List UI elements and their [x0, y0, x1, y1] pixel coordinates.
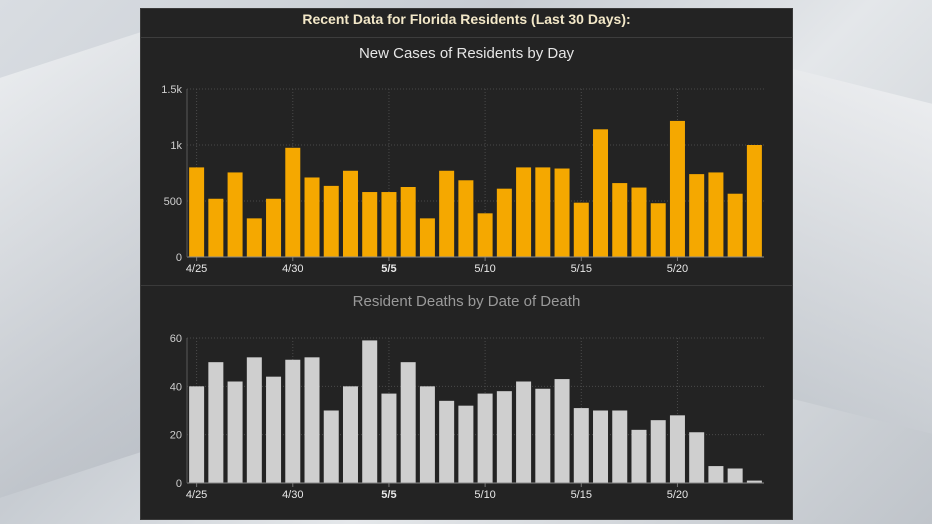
- deaths-bar: [477, 393, 493, 483]
- deaths-bar: [208, 362, 224, 483]
- cases-bar: [708, 172, 724, 257]
- deaths-bar: [439, 400, 455, 483]
- deaths-bar: [535, 388, 551, 483]
- deaths-bar: [189, 386, 205, 483]
- cases-ytick-label: 1.5k: [161, 84, 182, 96]
- deaths-bar: [246, 357, 262, 483]
- dashboard-title: Recent Data for Florida Residents (Last …: [302, 11, 631, 27]
- dashboard-panel: Recent Data for Florida Residents (Last …: [140, 8, 793, 520]
- deaths-bar: [689, 432, 705, 483]
- deaths-bar: [727, 468, 743, 483]
- cases-bar: [650, 203, 666, 257]
- deaths-bar: [285, 359, 301, 483]
- deaths-xtick-label: 5/5: [381, 489, 396, 501]
- cases-bar: [285, 147, 301, 257]
- cases-ytick-label: 0: [176, 252, 182, 264]
- panel-divider: [141, 285, 792, 286]
- cases-bar: [227, 172, 243, 257]
- deaths-xtick-label: 5/15: [571, 489, 592, 501]
- cases-bar: [727, 193, 743, 257]
- deaths-ytick-label: 0: [176, 478, 182, 490]
- cases-bar: [689, 174, 705, 257]
- deaths-bar: [400, 362, 416, 483]
- deaths-bar: [708, 466, 724, 483]
- deaths-xtick-label: 5/20: [667, 489, 688, 501]
- cases-bar: [323, 185, 339, 257]
- deaths-bar: [631, 429, 647, 483]
- deaths-xtick-label: 4/30: [282, 489, 303, 501]
- cases-xtick-label: 4/30: [282, 263, 303, 275]
- cases-bar: [746, 145, 762, 257]
- cases-bar: [496, 188, 512, 257]
- cases-bar: [516, 167, 532, 257]
- deaths-bar: [362, 340, 378, 483]
- deaths-bar: [323, 410, 339, 483]
- deaths-xtick-label: 5/10: [474, 489, 495, 501]
- cases-bar: [266, 198, 282, 257]
- cases-ytick-label: 1k: [170, 140, 182, 152]
- cases-bar: [631, 187, 647, 257]
- title-divider: [141, 37, 792, 38]
- deaths-bar: [669, 415, 685, 483]
- deaths-ytick-label: 60: [170, 333, 182, 345]
- deaths-bar: [593, 410, 609, 483]
- cases-bar: [400, 187, 416, 257]
- deaths-bar: [266, 376, 282, 483]
- deaths-bar: [554, 379, 570, 483]
- deaths-bar: [381, 393, 397, 483]
- background-paper-left: [0, 29, 150, 511]
- cases-bar: [189, 167, 205, 257]
- deaths-bar: [458, 405, 474, 483]
- cases-bar: [554, 168, 570, 257]
- cases-bar: [419, 218, 435, 257]
- deaths-bar-chart: 60 40 20 0 4/25 4/30 5/5 5/10 5/15 5/20: [170, 333, 764, 501]
- cases-xtick-label: 5/10: [474, 263, 495, 275]
- cases-xtick-label: 5/15: [571, 263, 592, 275]
- cases-xtick-label: 5/20: [667, 263, 688, 275]
- deaths-bar: [304, 357, 320, 483]
- deaths-bar: [746, 480, 762, 483]
- cases-bar: [304, 177, 320, 257]
- cases-bar: [362, 192, 378, 257]
- cases-bar: [593, 129, 609, 257]
- deaths-bar: [573, 408, 589, 483]
- deaths-bar: [612, 410, 628, 483]
- deaths-ytick-label: 40: [170, 381, 182, 393]
- background-paper-right: [792, 68, 932, 442]
- deaths-xtick-label: 4/25: [186, 489, 207, 501]
- cases-bar: [669, 120, 685, 257]
- cases-chart-title: New Cases of Residents by Day: [358, 45, 575, 62]
- deaths-ytick-label: 20: [170, 430, 182, 442]
- cases-bar: [342, 170, 358, 257]
- cases-bar: [246, 218, 262, 257]
- deaths-bar: [419, 386, 435, 483]
- deaths-bar: [516, 381, 532, 483]
- cases-bar-chart: 1.5k 1k 500 0 4/25 4/30 5/5 5/10 5/15 5/20: [161, 84, 764, 275]
- cases-ytick-label: 500: [164, 196, 182, 208]
- cases-bar: [535, 167, 551, 257]
- cases-bar: [208, 198, 224, 257]
- deaths-chart-title: Resident Deaths by Date of Death: [352, 293, 581, 310]
- cases-bar: [458, 180, 474, 257]
- deaths-bar: [342, 386, 358, 483]
- cases-bar: [612, 183, 628, 257]
- deaths-bar: [650, 420, 666, 483]
- cases-xtick-label: 4/25: [186, 263, 207, 275]
- deaths-bar: [227, 381, 243, 483]
- cases-xtick-label: 5/5: [381, 263, 396, 275]
- cases-bar: [573, 202, 589, 257]
- cases-bar: [439, 170, 455, 257]
- cases-bar: [477, 213, 493, 257]
- deaths-bar: [496, 391, 512, 483]
- cases-bar: [381, 192, 397, 257]
